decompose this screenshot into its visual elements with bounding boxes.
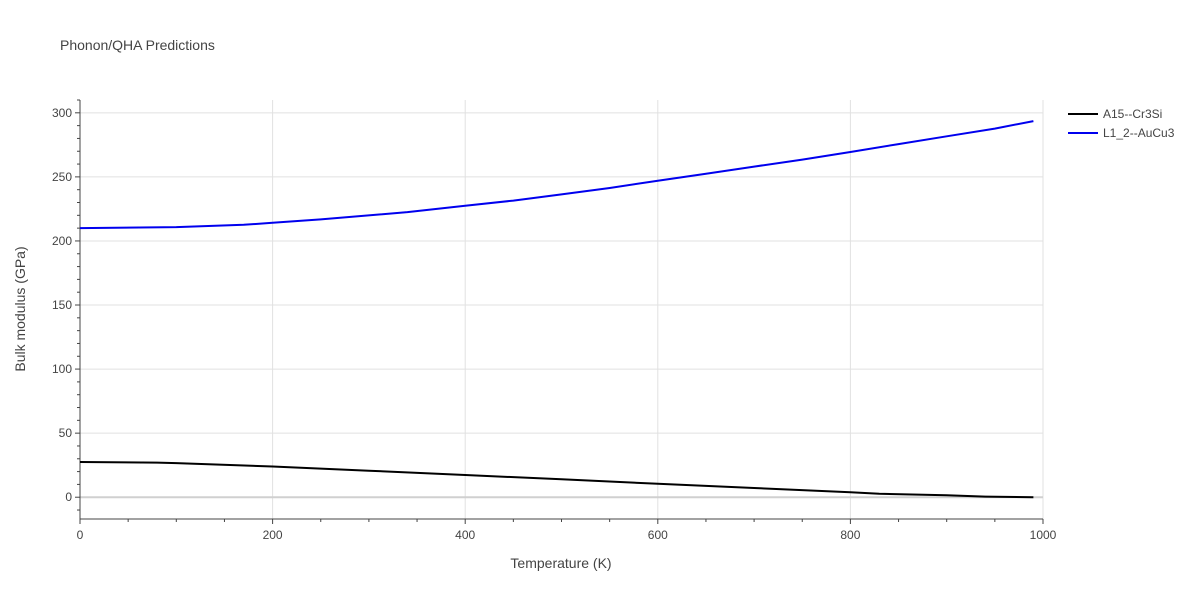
x-tick-label: 600: [648, 528, 668, 542]
x-tick-label: 200: [263, 528, 283, 542]
series-line: [79, 120, 1034, 230]
x-tick-label: 1000: [1030, 528, 1057, 542]
y-tick-label: 200: [52, 234, 72, 248]
axes: 0 200 400 600 800 1000 0 50 100 150 200 250 300: [52, 99, 1057, 542]
legend-label: A15--Cr3Si: [1103, 107, 1162, 121]
x-tick-label: 0: [77, 528, 84, 542]
series-line: [79, 461, 1034, 499]
legend-label: L1_2--AuCu3: [1103, 126, 1175, 140]
y-tick-label: 150: [52, 298, 72, 312]
series-layer: [79, 120, 1034, 499]
x-axis-title: Temperature (K): [510, 555, 611, 571]
legend[interactable]: A15--Cr3Si L1_2--AuCu3: [1068, 107, 1175, 140]
y-tick-label: 300: [52, 106, 72, 120]
x-tick-label: 800: [840, 528, 860, 542]
y-axis-title: Bulk modulus (GPa): [12, 246, 28, 371]
y-tick-label: 0: [65, 490, 72, 504]
grid: [80, 100, 1044, 519]
y-tick-label: 50: [59, 426, 73, 440]
chart-title: Phonon/QHA Predictions: [60, 37, 215, 53]
y-tick-label: 100: [52, 362, 72, 376]
legend-item[interactable]: A15--Cr3Si: [1068, 107, 1162, 121]
legend-item[interactable]: L1_2--AuCu3: [1068, 126, 1175, 140]
x-tick-label: 400: [455, 528, 475, 542]
y-tick-label: 250: [52, 170, 72, 184]
